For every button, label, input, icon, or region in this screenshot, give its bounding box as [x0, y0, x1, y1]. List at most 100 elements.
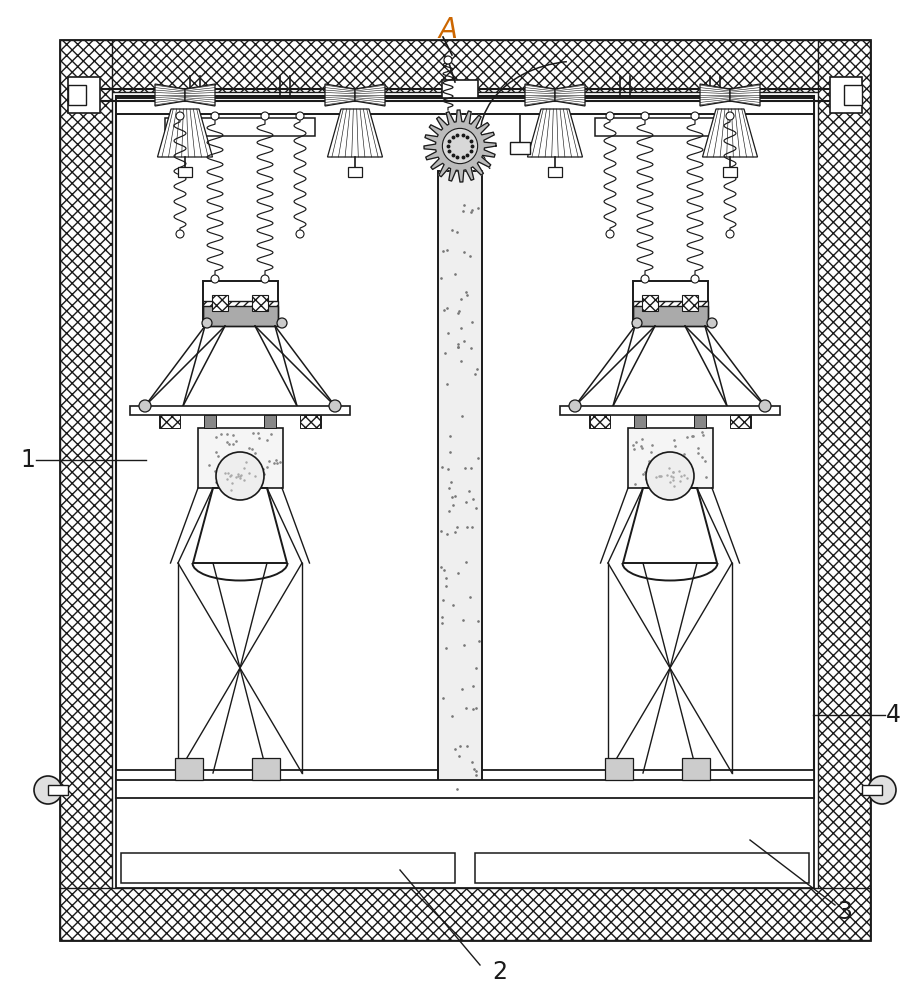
Circle shape [261, 112, 268, 120]
Bar [595, 118, 744, 136]
Bar [175, 758, 203, 780]
Bar [347, 167, 361, 177]
Bar [165, 118, 314, 136]
Bar [116, 98, 813, 114]
Circle shape [758, 400, 770, 412]
Bar [738, 415, 750, 428]
Bar [693, 415, 705, 428]
Circle shape [641, 275, 648, 283]
Bar [68, 85, 85, 105]
Circle shape [444, 56, 451, 64]
Circle shape [216, 452, 264, 500]
Polygon shape [525, 84, 554, 106]
Circle shape [725, 112, 733, 120]
Bar [722, 167, 736, 177]
Bar [60, 40, 869, 940]
Bar [60, 40, 869, 92]
Bar [160, 415, 180, 428]
Bar [560, 406, 779, 415]
Circle shape [277, 318, 287, 328]
Bar [116, 770, 813, 888]
Circle shape [641, 112, 648, 120]
Bar [177, 167, 192, 177]
Polygon shape [699, 84, 729, 106]
Bar [204, 415, 216, 428]
Circle shape [176, 112, 184, 120]
Circle shape [690, 275, 698, 283]
Circle shape [690, 112, 698, 120]
Bar [589, 415, 609, 428]
Circle shape [210, 275, 219, 283]
Bar [60, 40, 112, 940]
Bar [116, 96, 813, 798]
Bar [633, 415, 645, 428]
Bar [641, 295, 657, 311]
Bar [130, 406, 349, 415]
Bar [203, 301, 278, 326]
Polygon shape [157, 109, 212, 157]
Polygon shape [554, 84, 584, 106]
Bar [861, 785, 881, 795]
Bar [48, 785, 68, 795]
Bar [632, 281, 708, 326]
Polygon shape [324, 84, 355, 106]
Polygon shape [193, 488, 287, 563]
Bar [121, 853, 455, 883]
Bar [729, 415, 749, 428]
Circle shape [442, 128, 477, 164]
Bar [264, 415, 276, 428]
Bar [588, 415, 600, 428]
Polygon shape [702, 109, 756, 157]
Bar [632, 301, 708, 326]
Polygon shape [527, 109, 582, 157]
Bar [681, 758, 709, 780]
Circle shape [706, 318, 716, 328]
Polygon shape [185, 84, 215, 106]
Bar [632, 306, 708, 326]
Circle shape [568, 400, 581, 412]
Bar [474, 853, 808, 883]
Bar [68, 77, 100, 113]
Bar [437, 171, 482, 793]
Text: 4: 4 [885, 703, 900, 727]
Circle shape [296, 230, 303, 238]
Bar [203, 306, 278, 326]
Circle shape [631, 318, 641, 328]
Circle shape [139, 400, 151, 412]
Circle shape [606, 112, 613, 120]
Bar [116, 780, 813, 798]
Bar [548, 167, 562, 177]
Bar [829, 77, 861, 113]
Bar [252, 295, 267, 311]
Bar [198, 428, 283, 488]
Bar [211, 295, 228, 311]
Bar [309, 415, 321, 428]
Text: 2: 2 [492, 960, 507, 984]
Polygon shape [424, 110, 495, 182]
Text: A: A [438, 16, 457, 44]
Circle shape [329, 400, 341, 412]
Text: 1: 1 [20, 448, 36, 472]
Circle shape [34, 776, 62, 804]
Bar [509, 142, 529, 154]
Bar [252, 758, 279, 780]
Circle shape [261, 275, 268, 283]
Polygon shape [154, 84, 185, 106]
Bar [203, 301, 278, 326]
Bar [817, 40, 869, 940]
Circle shape [725, 230, 733, 238]
Bar [60, 888, 869, 940]
Bar [632, 301, 708, 326]
Bar [159, 415, 171, 428]
Polygon shape [622, 488, 716, 563]
Polygon shape [729, 84, 759, 106]
Bar [605, 758, 632, 780]
Circle shape [645, 452, 693, 500]
Polygon shape [327, 109, 382, 157]
Bar [681, 295, 698, 311]
Polygon shape [355, 84, 384, 106]
Text: 3: 3 [836, 900, 852, 924]
Circle shape [867, 776, 895, 804]
Circle shape [606, 230, 613, 238]
Circle shape [202, 318, 211, 328]
